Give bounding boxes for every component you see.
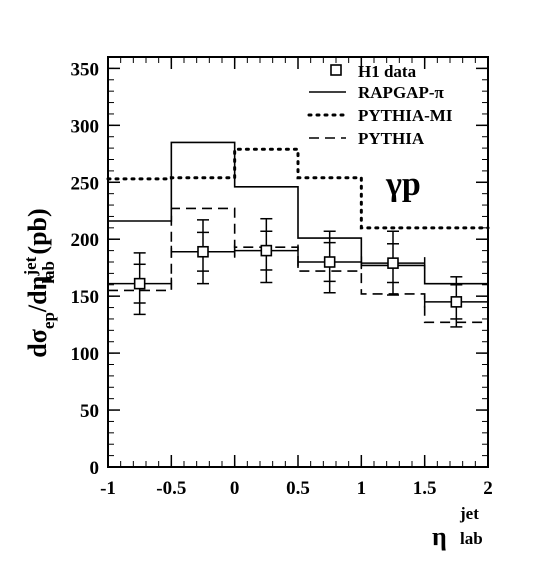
data-point <box>170 219 236 285</box>
legend-label-pythia-mi: PYTHIA-MI <box>358 106 453 125</box>
x-axis-label-main: η <box>432 522 447 551</box>
histogram-series <box>106 141 490 324</box>
tick-labels: -1 -0.5 0 0.5 1 1.5 2 0 50 100 150 200 250 300 350 <box>71 59 493 499</box>
legend-label-h1-data: H1 data <box>358 62 417 81</box>
data-marker <box>260 244 273 257</box>
data-point <box>107 252 173 316</box>
y-axis-label: dσep/dηjetlab (pb) <box>21 208 58 357</box>
data-point <box>360 230 426 296</box>
data-point <box>297 230 363 294</box>
x-tick-label: -0.5 <box>156 478 186 499</box>
legend: H1 data RAPGAP-π PYTHIA-MI PYTHIA <box>307 62 453 148</box>
y-tick-label: 50 <box>80 401 99 422</box>
data-point <box>233 217 299 284</box>
x-tick-label: 0 <box>230 478 240 499</box>
histogram-dotted <box>106 147 490 230</box>
data-marker <box>450 296 463 308</box>
legend-marker-h1-data <box>330 64 342 76</box>
data-marker <box>197 245 209 258</box>
legend-label-rapgap: RAPGAP-π <box>358 83 444 102</box>
annotation-gamma-p: γp <box>385 166 421 203</box>
x-axis-label: η jet lab <box>432 504 483 551</box>
x-axis-label-sub: lab <box>460 529 483 548</box>
x-axis-label-sup: jet <box>459 504 479 523</box>
legend-label-pythia: PYTHIA <box>358 129 425 148</box>
x-tick-label: -1 <box>100 478 116 499</box>
y-tick-label: 100 <box>71 344 100 365</box>
axis-ticks <box>107 56 489 468</box>
data-points <box>107 217 489 328</box>
data-marker <box>387 257 399 269</box>
x-tick-label: 1 <box>357 478 367 499</box>
y-tick-label: 0 <box>90 458 100 479</box>
y-tick-label: 250 <box>71 173 100 194</box>
y-tick-label: 350 <box>71 59 100 80</box>
x-tick-label: 0.5 <box>286 478 310 499</box>
y-axis-label-text: dσep/dηjetlab (pb) <box>21 208 58 357</box>
data-point <box>423 276 489 328</box>
y-tick-label: 200 <box>71 230 100 251</box>
x-tick-label: 2 <box>483 478 493 499</box>
data-marker <box>323 256 336 268</box>
y-tick-label: 300 <box>71 116 100 137</box>
x-tick-label: 1.5 <box>413 478 437 499</box>
data-marker <box>133 277 146 290</box>
y-tick-label: 150 <box>71 287 100 308</box>
